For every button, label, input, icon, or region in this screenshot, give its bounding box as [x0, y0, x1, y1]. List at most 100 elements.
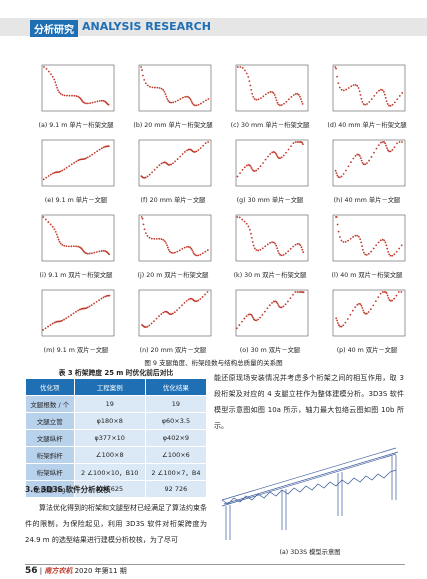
decor-dot: [63, 244, 66, 247]
subfigure-caption: (k) 30 m 双片－桁架文腿: [233, 272, 307, 279]
decor-dot: [241, 218, 244, 221]
decor-dot: [85, 102, 87, 105]
decor-dot: [186, 149, 188, 152]
decor-dot: [102, 296, 105, 299]
decor-dot: [280, 306, 283, 309]
decor-dot: [381, 89, 384, 91]
decor-dot: [195, 104, 198, 107]
decor-dot: [267, 155, 269, 158]
decor-dot: [49, 324, 52, 326]
decor-dot: [354, 154, 357, 157]
table-cell: 文腿立管: [25, 412, 75, 430]
decor-dot: [358, 90, 361, 93]
decor-dot: [200, 102, 202, 105]
decor-dot: [155, 317, 158, 320]
decor-dot: [243, 166, 246, 169]
plot: [41, 289, 115, 337]
decor-dot: [181, 247, 184, 250]
decor-dot: [174, 160, 177, 163]
decor-dot: [384, 97, 387, 99]
decor-dot: [98, 148, 101, 151]
table-cell: 2 ∠100×7，B4: [144, 463, 208, 481]
decor-dot: [277, 157, 280, 159]
decor-dot: [195, 300, 198, 303]
decor-dot: [300, 246, 303, 249]
decor-dot: [388, 298, 391, 301]
decor-dot: [385, 244, 388, 247]
decor-dot: [287, 300, 289, 303]
decor-dot: [393, 253, 396, 256]
decor-dot: [75, 245, 78, 248]
decor-dot: [347, 239, 350, 242]
decor-dot: [67, 245, 70, 248]
decor-dot: [334, 66, 337, 68]
decor-dot: [160, 313, 163, 315]
decor-dot: [287, 148, 290, 151]
decor-dot: [77, 245, 80, 248]
decor-dot: [264, 158, 267, 161]
decor-dot: [294, 141, 297, 143]
decor-dot: [340, 325, 343, 328]
decor-dot: [277, 103, 280, 106]
decor-dot: [350, 161, 352, 164]
decor-dot: [252, 244, 255, 247]
decor-dot: [285, 151, 287, 154]
decor-dot: [375, 147, 378, 150]
decor-dot: [83, 102, 86, 104]
decor-dot: [298, 291, 301, 293]
decor-dot: [201, 296, 204, 298]
decor-dot: [145, 326, 147, 329]
decor-dot: [150, 322, 153, 325]
decor-dot: [178, 249, 181, 252]
decor-dot: [257, 249, 260, 252]
plot-panel: (o) 30 m 双片－文腿: [222, 287, 318, 362]
plot-frame: [41, 64, 115, 112]
decor-dot: [275, 301, 278, 303]
decor-dot: [356, 234, 359, 237]
decor-dot: [244, 69, 246, 72]
decor-dot: [345, 88, 348, 91]
decor-dot: [352, 157, 355, 160]
decor-dot: [56, 86, 58, 89]
decor-dot: [176, 250, 179, 253]
plot-frame: [332, 139, 406, 187]
plot-frame: [332, 289, 406, 337]
decor-dot: [195, 150, 198, 153]
decor-dot: [93, 302, 95, 305]
decor-dot: [335, 317, 338, 320]
decor-dot: [160, 238, 163, 240]
plot-frame: [138, 139, 212, 187]
decor-dot: [360, 159, 363, 162]
decor-dot: [342, 173, 345, 175]
decor-dot: [271, 91, 274, 93]
decor-dot: [192, 251, 194, 253]
decor-dot: [94, 101, 96, 103]
decor-dot: [335, 216, 338, 218]
plot: [332, 214, 406, 262]
decor-dot: [287, 98, 290, 101]
decor-dot: [173, 311, 176, 314]
table-cell: 92 726: [144, 480, 208, 498]
decor-dot: [168, 101, 171, 103]
page-number: 56: [25, 566, 38, 576]
decor-dot: [104, 295, 107, 298]
decor-dot: [271, 241, 274, 244]
decor-dot: [86, 252, 89, 255]
plot-panel: (a) 9.1 m 单片－桁架文腿: [28, 62, 124, 137]
decor-dot: [356, 303, 359, 306]
table-header-cell: 优化项: [25, 378, 75, 396]
decor-dot: [59, 242, 62, 245]
decor-dot: [360, 304, 363, 307]
decor-dot: [280, 254, 283, 257]
decor-dot: [154, 86, 156, 89]
decor-dot: [272, 300, 275, 303]
decor-dot: [389, 254, 392, 257]
decor-dot: [393, 146, 396, 149]
decor-dot: [191, 249, 194, 252]
section-tag-en: ANALYSIS RESEARCH: [82, 20, 211, 33]
decor-dot: [274, 242, 277, 245]
decor-dot: [378, 89, 380, 92]
decor-dot: [70, 245, 73, 248]
decor-dot: [72, 245, 75, 248]
decor-dot: [140, 216, 143, 218]
